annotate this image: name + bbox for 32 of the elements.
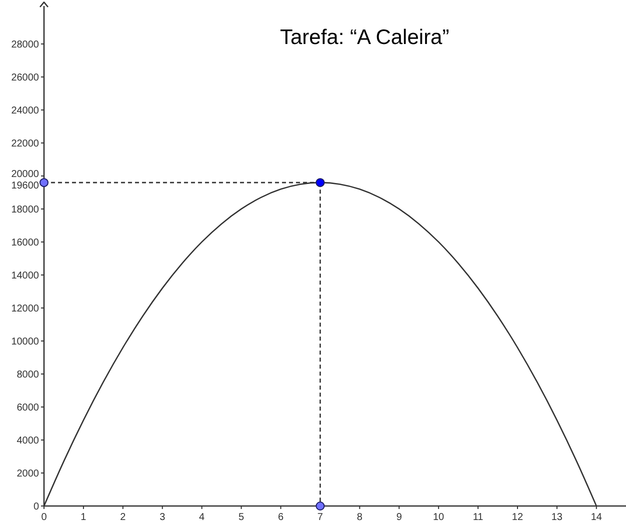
y-tick-label: 18000 [11,204,40,216]
y-tick-label: 16000 [11,238,40,249]
y-tick-label: 12000 [11,304,40,315]
x-tick-label: 11 [472,512,484,523]
x-tick-label: 13 [551,512,563,523]
x-tick-label: 12 [512,512,524,523]
x-tick-label: 1 [80,512,87,523]
y-tick-label: 20000 [11,169,40,180]
x-tick-label: 8 [356,512,363,523]
y-tick-label: 24000 [11,106,40,117]
x-tick-label: 4 [199,512,206,523]
y-tick-label: 10000 [11,336,40,348]
y-tick-label: 8000 [16,370,40,381]
text: Tarefa: “A Caleira” [280,26,450,50]
x-tick-label: 3 [160,512,166,523]
y-tick-label: 4000 [16,436,40,447]
y-tick-label: 14000 [11,270,40,282]
y-tick-label: 0 [33,502,40,513]
x-tick-label: 9 [396,512,402,523]
x-tick-label: 5 [238,512,245,523]
y-tick-label: 28000 [11,40,40,51]
x-tick-label: 14 [590,512,602,523]
x-tick-label: 0 [41,512,48,523]
y-tick-label: 6000 [16,402,40,414]
x-tick-label: 10 [433,512,445,523]
y-tick-label: 19600 [11,180,40,192]
x-tick-label: 7 [317,512,324,523]
x-tick-label: 6 [278,512,284,523]
y-tick-label: 2000 [16,468,40,480]
y-tick-label: 26000 [11,72,40,84]
y-tick-label: 22000 [11,138,40,150]
x-tick-label: 2 [120,512,126,523]
